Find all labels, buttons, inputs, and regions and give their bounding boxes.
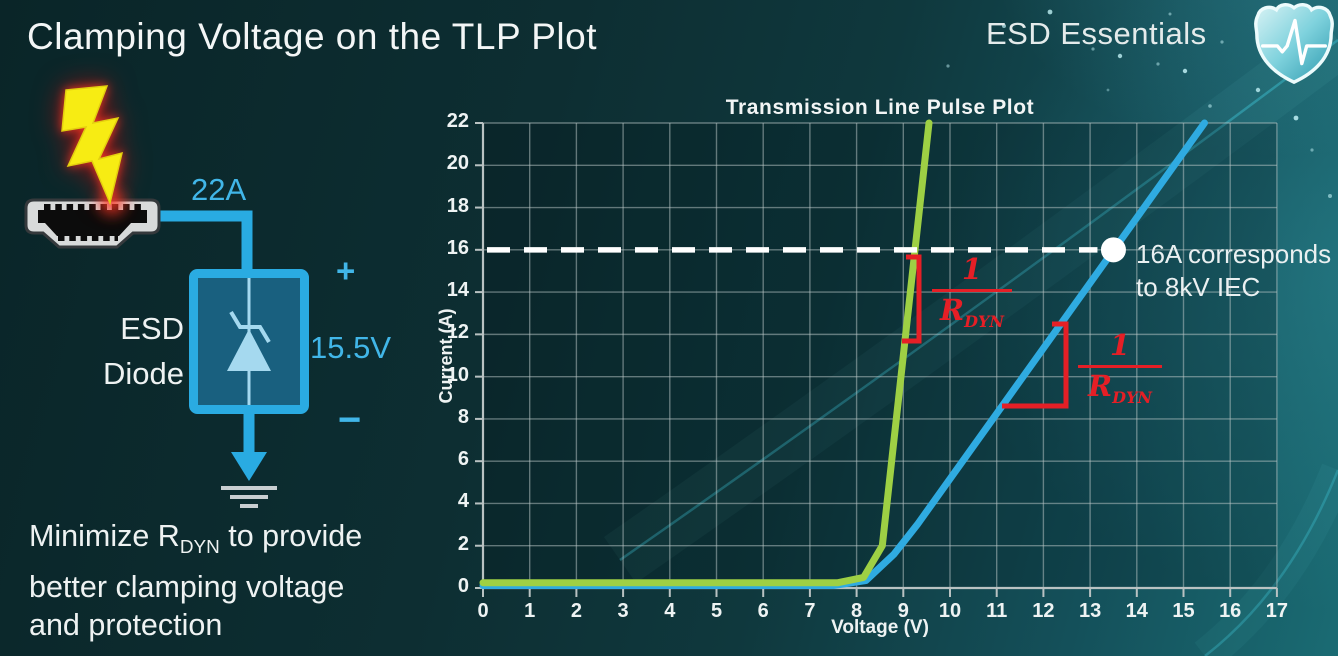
green-curve [479, 119, 933, 587]
esd-diode-symbol [189, 269, 309, 414]
takeaway-note: Minimize RDYN to provide better clamping… [29, 517, 362, 645]
x-tick-label: 8 [851, 600, 863, 622]
y-tick-label: 20 [446, 152, 469, 175]
fraction-numerator: 1 [1109, 328, 1131, 362]
note-line3: and protection [29, 608, 223, 643]
x-axis-label: Voltage (V) [831, 617, 929, 638]
rdyn-fraction-green: 1 RDYN [932, 252, 1012, 338]
circuit-wire [159, 210, 253, 277]
y-tick-label: 16 [446, 236, 469, 259]
fraction-bar [1078, 365, 1162, 368]
y-tick-label: 14 [446, 279, 469, 302]
y-tick-label: 22 [446, 110, 469, 132]
x-tick-label: 17 [1265, 600, 1289, 622]
x-tick-label: 1 [524, 600, 536, 622]
chart-title: Transmission Line Pulse Plot [725, 96, 1035, 119]
arrow-down-icon [231, 452, 267, 481]
marker-dot [1100, 237, 1126, 263]
page-title: Clamping Voltage on the TLP Plot [27, 16, 598, 57]
y-tick-label: 4 [457, 490, 469, 513]
y-tick-label: 6 [457, 448, 469, 471]
x-tick-label: 6 [757, 600, 769, 622]
x-tick-label: 9 [897, 600, 909, 622]
plus-sign: + [336, 252, 356, 289]
y-tick-label: 10 [446, 363, 469, 386]
note-line2: better clamping voltage [29, 569, 345, 604]
fraction-numerator: 1 [961, 252, 983, 286]
ground-icon [221, 486, 277, 508]
fraction-denominator: RDYN [939, 293, 1005, 331]
x-tick-label: 2 [570, 600, 582, 622]
x-tick-label: 4 [664, 600, 676, 622]
x-tick-label: 0 [477, 600, 489, 622]
zener-cathode-bar [229, 310, 271, 344]
esd-protection-diagram [24, 85, 309, 508]
x-tick-label: 5 [710, 600, 723, 622]
marker-annotation: 16A corresponds to 8kV IEC [1136, 238, 1331, 304]
x-tick-label: 11 [986, 600, 1008, 622]
x-tick-label: 10 [938, 600, 962, 622]
device-label-line1: ESD [120, 311, 184, 346]
fraction-denominator: RDYN [1087, 369, 1153, 407]
x-tick-label: 7 [804, 600, 816, 622]
x-tick-label: 16 [1219, 600, 1242, 622]
lightning-bolt-icon [61, 85, 124, 206]
brand-text: ESD Essentials [986, 16, 1207, 51]
y-tick-label: 0 [457, 575, 469, 597]
shield-pulse-logo-icon [1254, 3, 1334, 85]
y-tick-label: 18 [446, 194, 469, 217]
rdyn-fraction-blue: 1 RDYN [1078, 328, 1162, 414]
clamp-voltage-label: 15.5V [310, 330, 392, 365]
y-tick-label: 8 [457, 405, 469, 428]
fraction-bar [932, 289, 1012, 292]
x-tick-label: 3 [617, 600, 629, 622]
marker-annotation-line2: to 8kV IEC [1136, 272, 1261, 302]
x-tick-label: 12 [1032, 600, 1055, 622]
rdyn-slope-bracket-green [902, 254, 922, 344]
hdmi-connector-icon [24, 198, 161, 249]
minus-sign: − [338, 398, 362, 442]
device-label-line2: Diode [103, 356, 184, 391]
surge-current-label: 22A [191, 172, 247, 207]
x-tick-label: 14 [1125, 600, 1148, 622]
y-tick-label: 12 [446, 321, 469, 344]
x-tick-label: 15 [1172, 600, 1195, 622]
y-tick-label: 2 [457, 532, 469, 555]
device-label: ESD Diode [56, 306, 184, 396]
marker-annotation-line1: 16A corresponds [1136, 239, 1332, 269]
diode-triangle [227, 329, 271, 371]
x-tick-label: 13 [1078, 600, 1102, 622]
note-line1: Minimize RDYN to provide [29, 519, 363, 559]
strike-glow [99, 189, 125, 215]
